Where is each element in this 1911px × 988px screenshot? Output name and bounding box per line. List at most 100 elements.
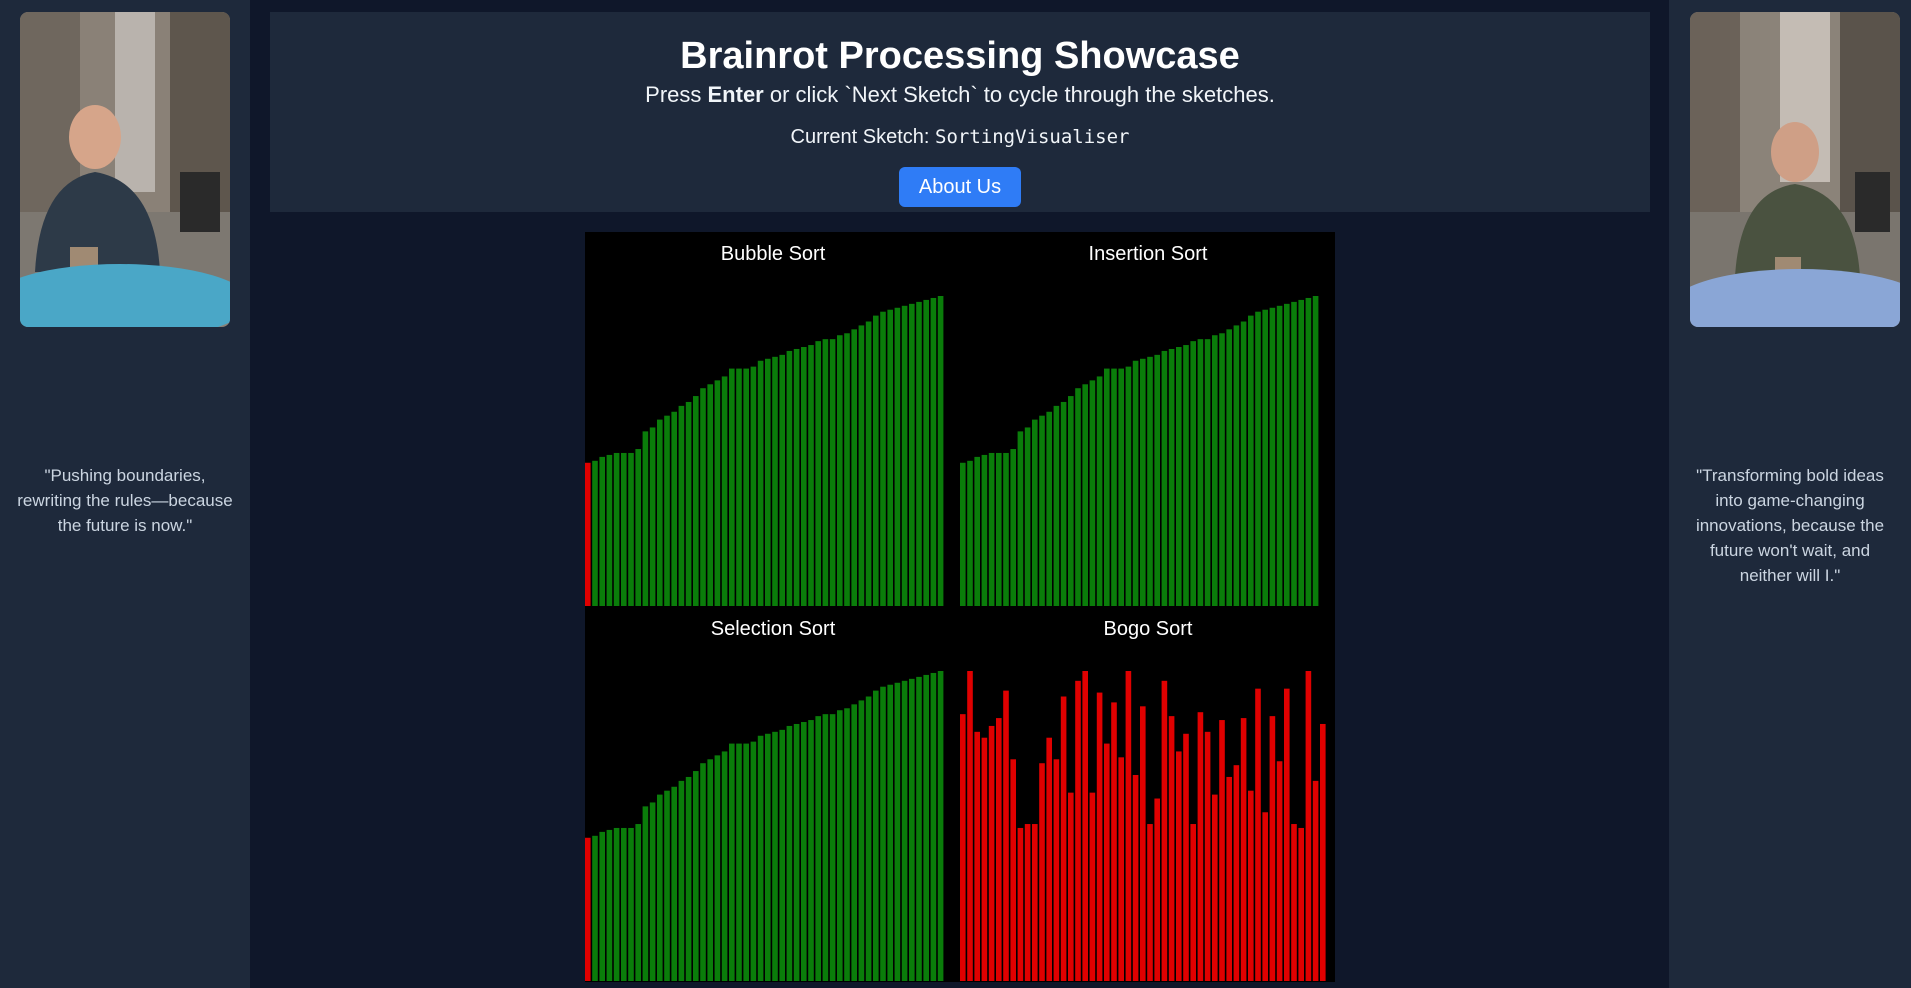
bogo-sort-bar	[1291, 824, 1297, 981]
selection-sort-bar	[808, 720, 814, 981]
person-photo-icon	[20, 12, 230, 327]
selection-sort-bar	[736, 743, 742, 981]
bogo-sort-bar	[1176, 751, 1182, 981]
bubble-sort-bar	[635, 449, 641, 606]
selection-sort-bar	[606, 829, 613, 981]
bubble-sort-bar	[721, 376, 728, 606]
bubble-sort-bar	[880, 311, 886, 606]
selection-sort-bar	[786, 725, 793, 981]
selection-sort-bar	[829, 714, 836, 981]
insertion-sort-bar	[1147, 356, 1153, 606]
selection-sort-bar	[873, 690, 879, 981]
bogo-sort-bar	[1010, 759, 1016, 981]
left-sidebar: "Pushing boundaries, rewriting the rules…	[0, 0, 250, 988]
selection-sort-bar	[721, 751, 728, 981]
bubble-sort-bar	[628, 452, 634, 606]
bubble-sort-bar	[649, 427, 656, 606]
bogo-sort-bar	[1240, 718, 1247, 981]
insertion-sort-title: Insertion Sort	[1089, 243, 1208, 265]
bogo-sort-bar	[1320, 723, 1326, 981]
bogo-sort-bar	[1075, 680, 1081, 981]
insertion-sort-bar	[967, 460, 973, 606]
bubble-sort-bar	[779, 354, 785, 606]
selection-sort-bar	[772, 731, 778, 981]
bubble-sort-bar	[685, 401, 692, 606]
selection-sort-bar	[671, 786, 677, 981]
bubble-sort-bar	[621, 452, 627, 606]
selection-sort-bar	[750, 741, 757, 981]
insertion-sort-bar	[1305, 297, 1312, 606]
bogo-sort-title: Bogo Sort	[1104, 618, 1193, 640]
bogo-sort-bar	[1147, 824, 1153, 981]
bubble-sort-bar	[750, 366, 757, 606]
selection-sort-bar	[894, 682, 901, 981]
insertion-sort-bar	[1132, 360, 1139, 606]
selection-sort-bar	[822, 714, 829, 981]
bubble-sort-bar	[829, 339, 836, 606]
bogo-sort-bar	[1190, 824, 1196, 981]
bubble-sort-bar	[693, 396, 699, 606]
bogo-sort-bar	[996, 718, 1002, 981]
bubble-sort-bar	[858, 325, 865, 606]
selection-sort-title: Selection Sort	[711, 618, 836, 640]
bogo-sort-bar	[1284, 688, 1290, 981]
bogo-sort-bar	[960, 714, 966, 981]
insertion-sort-bar	[1219, 333, 1225, 606]
insertion-sort-bar	[1176, 347, 1182, 606]
selection-sort-bar	[887, 684, 893, 981]
bubble-sort-bar	[808, 345, 814, 606]
bubble-sort-bar	[700, 388, 706, 606]
bubble-sort-bar	[606, 454, 613, 606]
about-us-button[interactable]: About Us	[899, 167, 1021, 207]
selection-sort-bar	[923, 674, 929, 981]
bogo-sort-bar	[1204, 731, 1211, 981]
bogo-sort-bar	[1017, 827, 1024, 981]
bogo-sort-bar	[1226, 776, 1232, 981]
bubble-sort-bar	[599, 456, 605, 606]
insertion-sort-bar	[1089, 380, 1096, 606]
selection-sort-bar	[664, 790, 670, 981]
page-title: Brainrot Processing Showcase	[680, 35, 1240, 77]
selection-sort-bar	[642, 806, 649, 981]
insertion-sort-bar	[1024, 427, 1031, 606]
bogo-sort-bar	[1024, 824, 1031, 981]
bubble-sort-bar	[765, 358, 771, 606]
bubble-sort-bar	[642, 431, 649, 606]
bogo-sort-bar	[1219, 720, 1225, 981]
sketch-canvas[interactable]: Bubble Sort Insertion Sort Selection Sor…	[585, 232, 1335, 982]
insertion-sort-bar	[1291, 301, 1297, 606]
bubble-sort-bar	[865, 321, 872, 606]
bubble-sort-bar	[793, 348, 800, 606]
bogo-sort-bar	[981, 737, 988, 981]
bogo-sort-bar	[1168, 716, 1175, 981]
insertion-sort-bar	[1226, 329, 1232, 606]
bubble-sort-bar	[585, 462, 591, 606]
bubble-sort-bar	[901, 305, 908, 606]
selection-sort-bar	[592, 835, 598, 981]
bogo-sort-bar	[1140, 706, 1146, 981]
person-photo-icon	[1690, 12, 1900, 327]
bubble-sort-bar	[822, 339, 829, 606]
insertion-sort-bar	[1140, 358, 1146, 606]
selection-sort-bar	[628, 827, 634, 981]
bubble-sort-bar	[786, 350, 793, 606]
insertion-sort-bar	[1096, 376, 1103, 606]
bubble-sort-bar	[613, 452, 620, 606]
selection-sort-bar	[844, 708, 850, 981]
instruction-prefix: Press	[645, 82, 708, 107]
bubble-sort-bar	[657, 419, 663, 606]
insertion-sort-bar	[1183, 345, 1189, 606]
profile-photo-right	[1690, 12, 1900, 327]
selection-sort-bar	[729, 743, 735, 981]
bogo-sort-bar	[988, 725, 995, 981]
bogo-sort-bar	[1039, 763, 1045, 981]
instruction-suffix: or click `Next Sketch` to cycle through …	[763, 82, 1275, 107]
current-sketch: Current Sketch: SortingVisualiser	[270, 123, 1650, 151]
bogo-sort-bar	[1046, 737, 1052, 981]
header-panel: Brainrot Processing Showcase Press Enter…	[270, 12, 1650, 212]
selection-sort-bar	[678, 780, 685, 981]
right-quote: "Transforming bold ideas into game-chang…	[1695, 466, 1885, 585]
insertion-sort-bar	[1212, 335, 1218, 606]
bogo-sort-bar	[1132, 774, 1139, 981]
insertion-sort-bar	[1154, 354, 1160, 606]
